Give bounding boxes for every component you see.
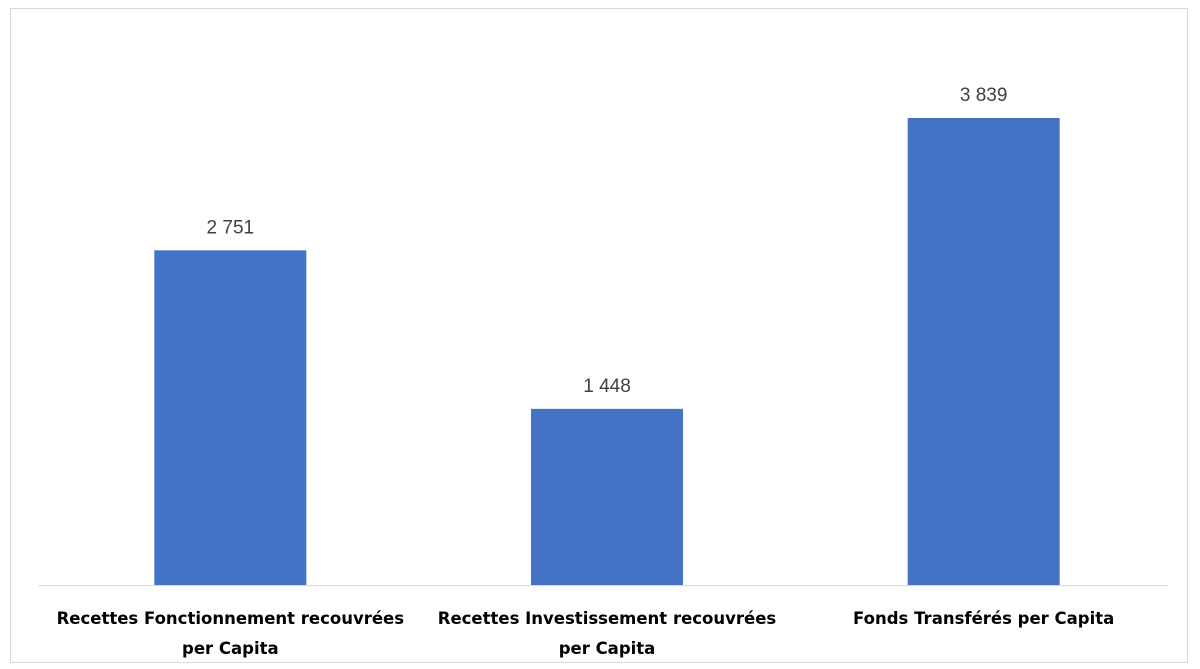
category-label-3: Fonds Transférés per Capita <box>853 609 1114 628</box>
category-label-1-line-1: Recettes Fonctionnement recouvrées <box>57 609 405 628</box>
data-label-1: 2 751 <box>207 217 255 238</box>
category-label-2-line-1: Recettes Investissement recouvrées <box>438 609 777 628</box>
data-label-3: 3 839 <box>960 85 1008 106</box>
bar-2 <box>531 408 683 585</box>
bar-1 <box>154 250 307 585</box>
category-label-1-line-2: per Capita <box>182 639 279 658</box>
category-label-2-line-2: per Capita <box>559 639 656 658</box>
bar-3 <box>907 118 1060 585</box>
data-label-2: 1 448 <box>583 376 631 397</box>
